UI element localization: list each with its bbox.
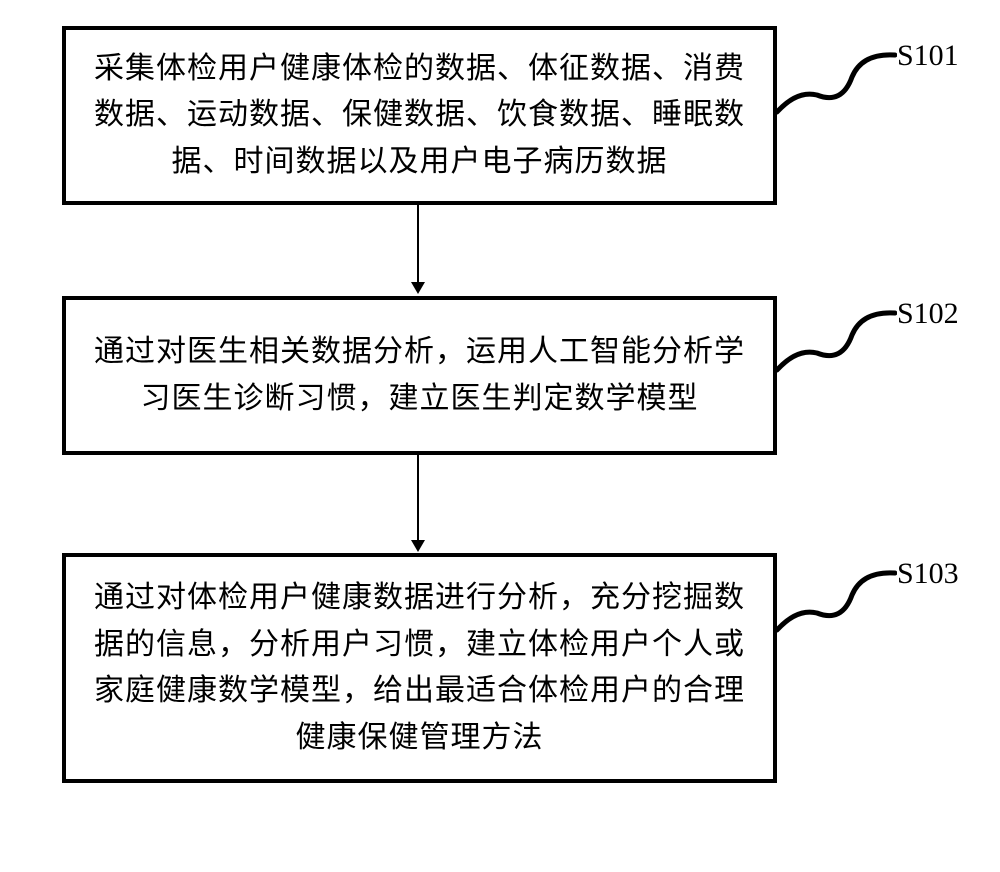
flowchart-step-s102: 通过对医生相关数据分析，运用人工智能分析学习医生诊断习惯，建立医生判定数学模型 bbox=[62, 296, 777, 455]
step-text: 通过对体检用户健康数据进行分析，充分挖掘数据的信息，分析用户习惯，建立体检用户个… bbox=[94, 575, 745, 761]
arrow-s102-s103-line bbox=[417, 455, 419, 540]
flowchart-step-s103: 通过对体检用户健康数据进行分析，充分挖掘数据的信息，分析用户习惯，建立体检用户个… bbox=[62, 553, 777, 783]
arrow-s102-s103-head bbox=[411, 540, 425, 552]
flowchart-step-s101: 采集体检用户健康体检的数据、体征数据、消费数据、运动数据、保健数据、饮食数据、睡… bbox=[62, 26, 777, 205]
connector-s101 bbox=[777, 35, 897, 125]
step-text: 采集体检用户健康体检的数据、体征数据、消费数据、运动数据、保健数据、饮食数据、睡… bbox=[94, 46, 745, 186]
label-s101: S101 bbox=[897, 39, 959, 73]
label-s103: S103 bbox=[897, 557, 959, 591]
connector-s102 bbox=[777, 293, 897, 383]
label-s102: S102 bbox=[897, 297, 959, 331]
connector-s103 bbox=[777, 553, 897, 643]
step-text: 通过对医生相关数据分析，运用人工智能分析学习医生诊断习惯，建立医生判定数学模型 bbox=[94, 329, 745, 422]
flowchart-container: 采集体检用户健康体检的数据、体征数据、消费数据、运动数据、保健数据、饮食数据、睡… bbox=[0, 0, 1000, 872]
arrow-s101-s102-head bbox=[411, 282, 425, 294]
arrow-s101-s102-line bbox=[417, 205, 419, 282]
